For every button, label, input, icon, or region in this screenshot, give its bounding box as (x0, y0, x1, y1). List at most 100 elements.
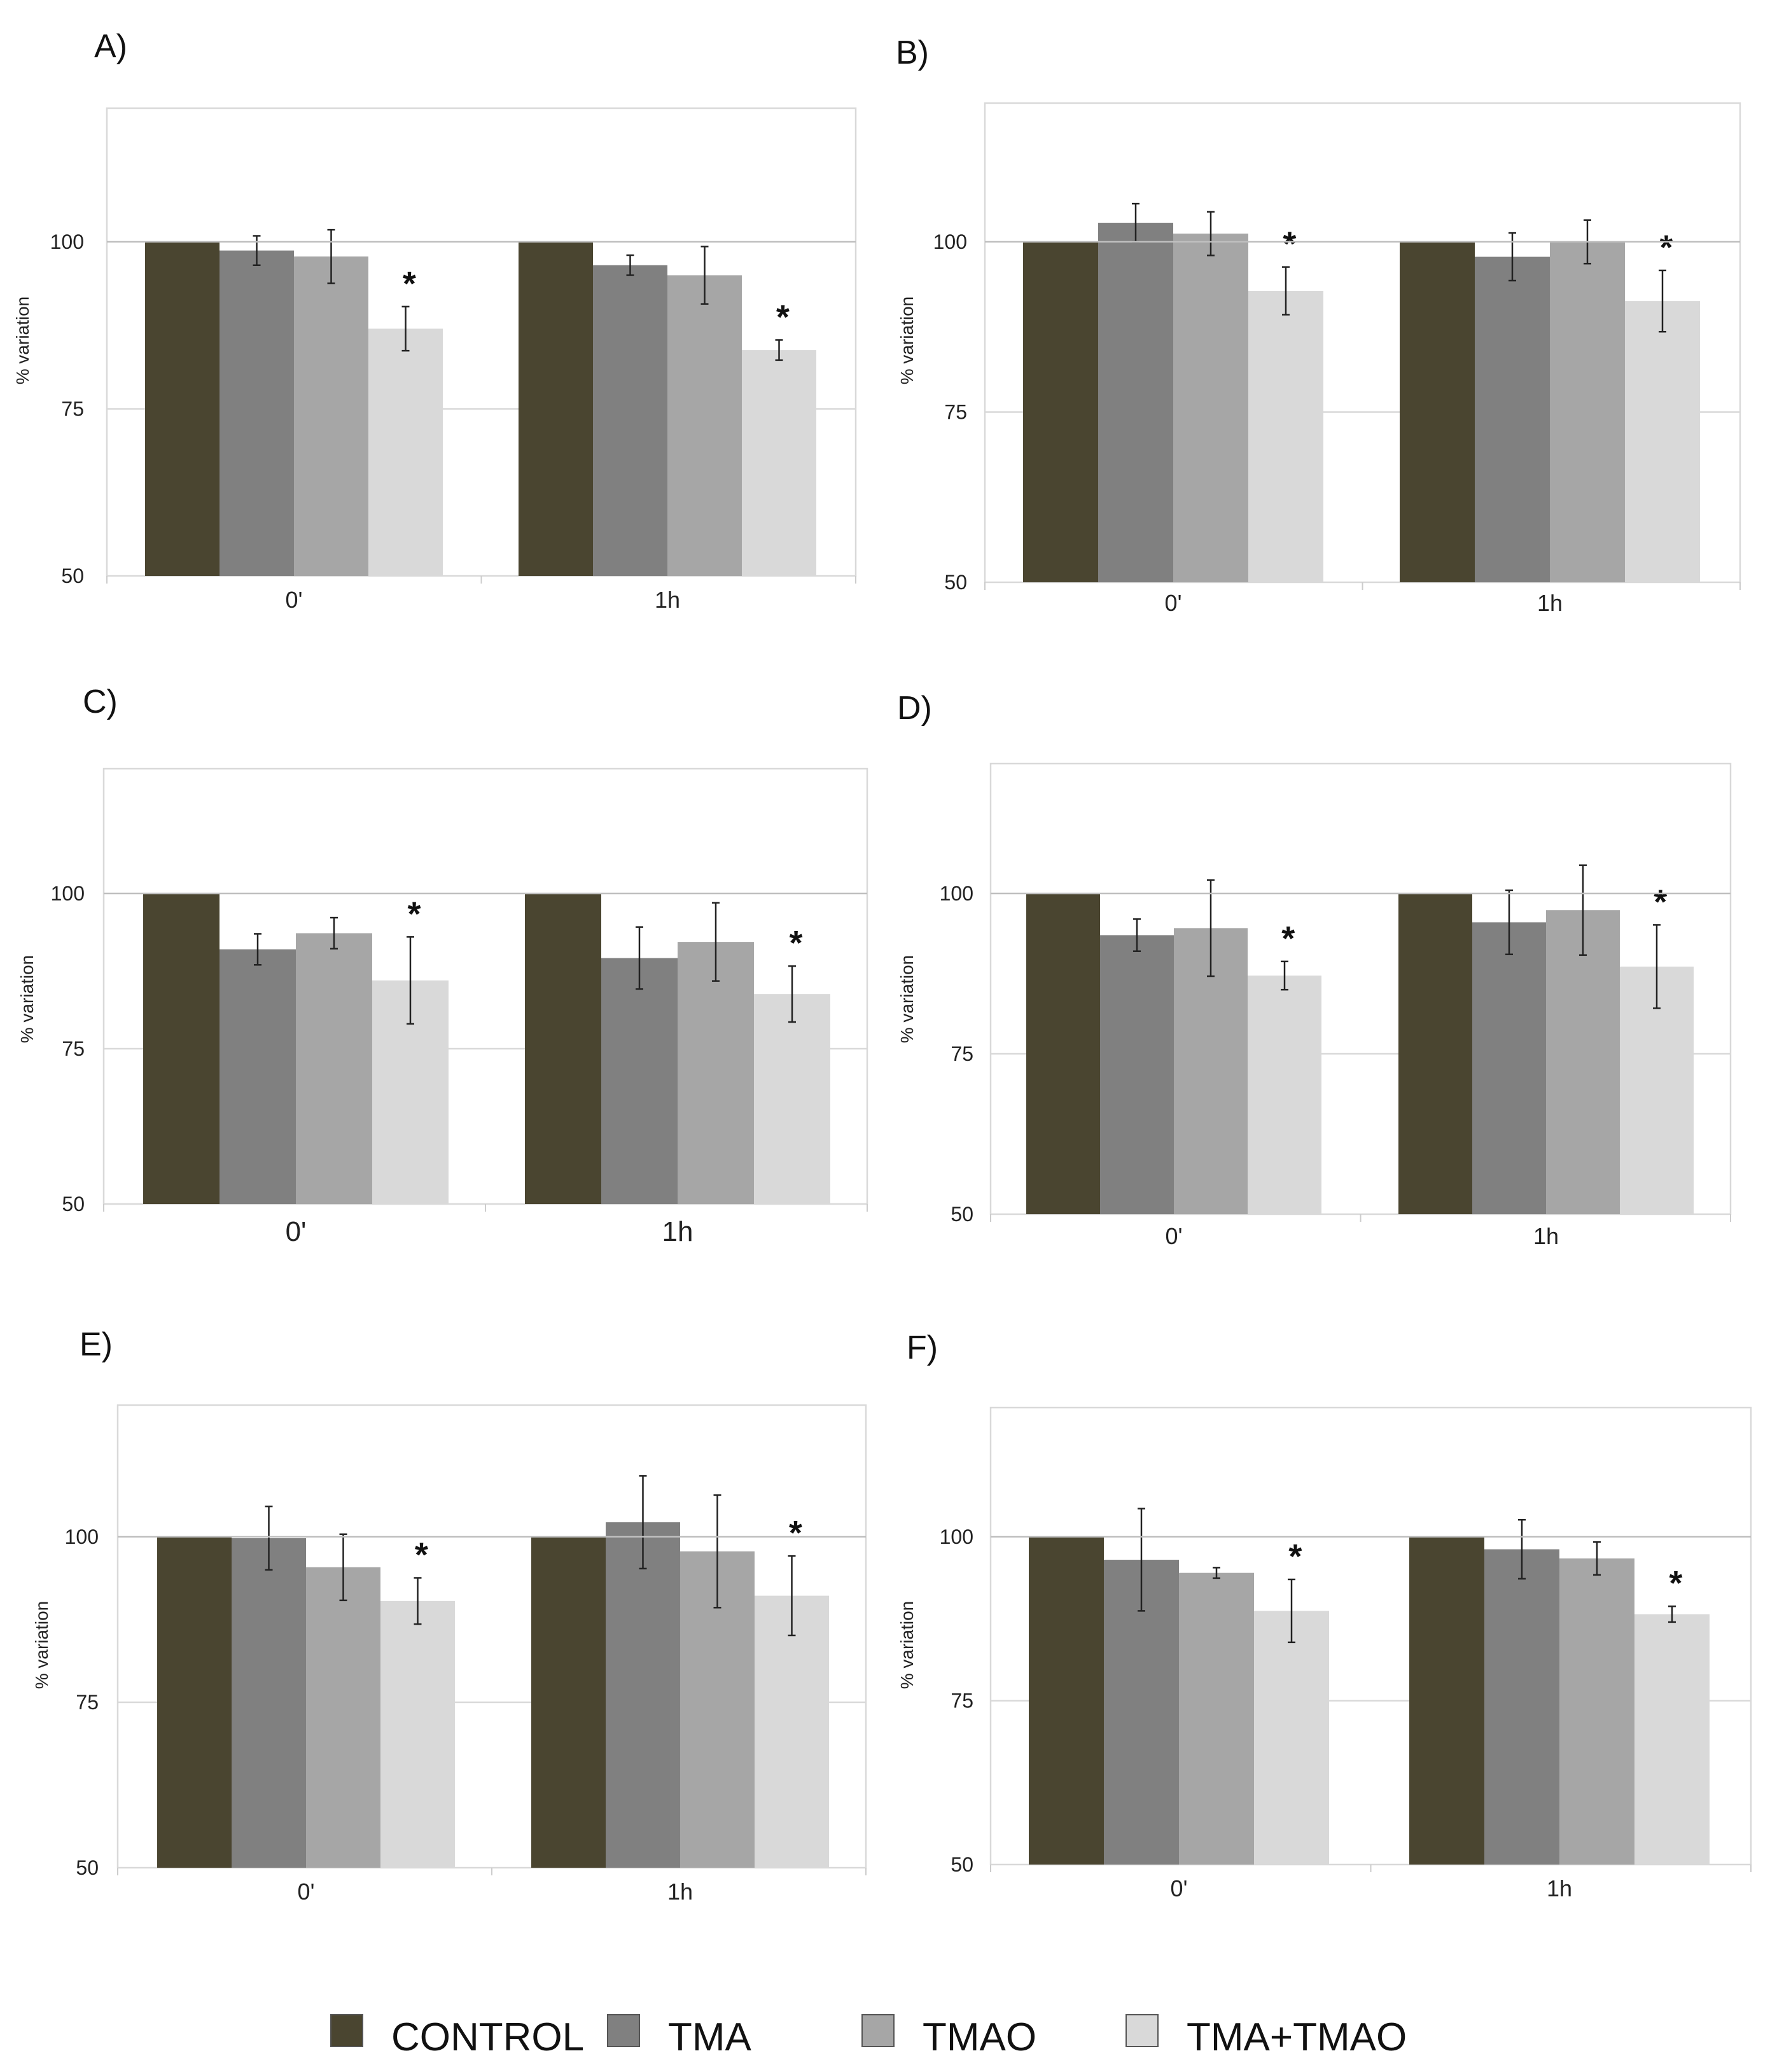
bar-tma-0min (1100, 935, 1174, 1214)
bar-tmao-1h (678, 942, 754, 1204)
x-category-label: 0' (298, 1879, 315, 1905)
bar-control-0min (1026, 893, 1100, 1214)
significance-star: * (415, 1536, 428, 1574)
bar-tma-tmao-0min (368, 328, 443, 576)
significance-star: * (1283, 225, 1296, 263)
y-tick-label: 75 (951, 1042, 973, 1065)
y-axis-label: % variation (17, 955, 37, 1044)
y-tick-label: 100 (933, 230, 967, 253)
bar-tma-tmao-0min (1248, 976, 1321, 1214)
y-tick-label: 50 (62, 1193, 85, 1215)
y-tick-label: 50 (944, 571, 967, 594)
legend: CONTROL TMA TMAO TMA+TMAO (330, 2014, 1407, 2059)
legend-item-tmao: TMAO (861, 2014, 1036, 2059)
legend-swatch (330, 2014, 363, 2047)
x-category-label: 1h (1533, 1223, 1559, 1249)
panel-a: A) 50 75 100 % variation 0' * 1h * (13, 28, 857, 613)
bar-tma-tmao-0min (1254, 1611, 1329, 1865)
x-category-label: 1h (667, 1879, 693, 1905)
bar-control-0min (145, 242, 220, 576)
bar-tma-tmao-1h (1634, 1614, 1710, 1865)
x-category-label: 1h (655, 587, 680, 613)
bar-tma-0min (1098, 223, 1173, 582)
legend-label: TMA (668, 2015, 752, 2059)
significance-star: * (1659, 228, 1673, 267)
y-axis-label: % variation (897, 1601, 917, 1690)
panel-label: B) (896, 34, 929, 71)
bar-tma-1h (601, 958, 678, 1204)
bar-tma-tmao-1h (742, 350, 816, 576)
y-tick-label: 75 (951, 1690, 973, 1712)
panel-b: B) 50 75 100 % variation 0' * 1h * (896, 34, 1741, 616)
bar-control-0min (1023, 242, 1098, 582)
significance-star: * (789, 1514, 802, 1552)
bar-tma-0min (232, 1538, 306, 1868)
y-tick-label: 75 (61, 398, 84, 421)
y-tick-label: 75 (76, 1691, 99, 1714)
bar-control-0min (1029, 1537, 1104, 1865)
bar-tmao-0min (306, 1567, 380, 1868)
bar-tmao-1h (1550, 242, 1625, 582)
legend-item-control: CONTROL (330, 2014, 584, 2059)
y-axis-label: % variation (897, 955, 917, 1044)
bar-tma-tmao-0min (1248, 291, 1323, 582)
bar-control-1h (1398, 893, 1472, 1214)
y-tick-label: 50 (951, 1203, 973, 1226)
legend-label: TMAO (923, 2015, 1036, 2059)
x-category-label: 1h (662, 1216, 693, 1247)
x-category-label: 0' (286, 1216, 307, 1247)
bar-tmao-1h (667, 275, 742, 576)
significance-star: * (1281, 920, 1295, 958)
x-category-label: 0' (1165, 590, 1182, 616)
panel-e: E) 50 75 100 % variation 0' * 1h * (32, 1326, 867, 1905)
bar-tma-tmao-1h (755, 1595, 829, 1868)
panel-label: E) (80, 1326, 113, 1363)
legend-item-tma: TMA (607, 2014, 752, 2059)
bar-control-1h (531, 1537, 606, 1868)
bar-tmao-0min (294, 256, 368, 576)
y-axis-label: % variation (13, 297, 32, 385)
bar-control-0min (143, 893, 220, 1204)
y-tick-label: 100 (940, 882, 973, 905)
y-axis-label: % variation (897, 297, 917, 385)
y-tick-label: 50 (951, 1853, 973, 1876)
bar-tma-tmao-1h (754, 994, 830, 1204)
bar-control-1h (519, 242, 593, 576)
x-category-label: 0' (1166, 1223, 1183, 1249)
significance-star: * (1288, 1537, 1302, 1576)
panel-label: F) (907, 1329, 938, 1366)
legend-label: TMA+TMAO (1187, 2015, 1407, 2059)
y-tick-label: 50 (76, 1856, 99, 1879)
legend-swatch (861, 2014, 895, 2047)
bar-control-1h (525, 893, 601, 1204)
y-tick-label: 75 (62, 1037, 85, 1060)
bar-control-1h (1409, 1537, 1484, 1865)
legend-swatch (607, 2014, 640, 2047)
significance-star: * (407, 895, 421, 933)
bar-tmao-1h (1546, 910, 1620, 1214)
bar-tmao-0min (1179, 1572, 1254, 1865)
x-category-label: 0' (1171, 1875, 1188, 1901)
bar-control-1h (1400, 242, 1475, 582)
bar-tmao-1h (1559, 1558, 1634, 1865)
panel-d: D) 50 75 100 % variation 0' * 1h * (897, 690, 1732, 1249)
bar-control-0min (157, 1537, 232, 1868)
y-tick-label: 75 (944, 401, 967, 424)
bar-tma-tmao-0min (380, 1600, 455, 1868)
bar-tma-0min (220, 949, 296, 1204)
y-tick-label: 100 (65, 1525, 99, 1548)
bar-tmao-0min (296, 933, 372, 1204)
significance-star: * (1669, 1564, 1682, 1602)
legend-item-tma-tmao: TMA+TMAO (1125, 2014, 1407, 2059)
bar-tma-1h (1484, 1549, 1559, 1865)
legend-label: CONTROL (391, 2015, 584, 2059)
y-tick-label: 50 (61, 564, 84, 587)
bar-tma-1h (606, 1522, 680, 1868)
panel-c: C) 50 75 100 % variation 0' * 1h * (17, 683, 868, 1247)
panel-label: D) (897, 690, 932, 727)
panel-label: C) (83, 683, 118, 720)
significance-star: * (789, 924, 802, 962)
bar-tma-0min (220, 250, 294, 576)
y-tick-label: 100 (940, 1525, 973, 1548)
